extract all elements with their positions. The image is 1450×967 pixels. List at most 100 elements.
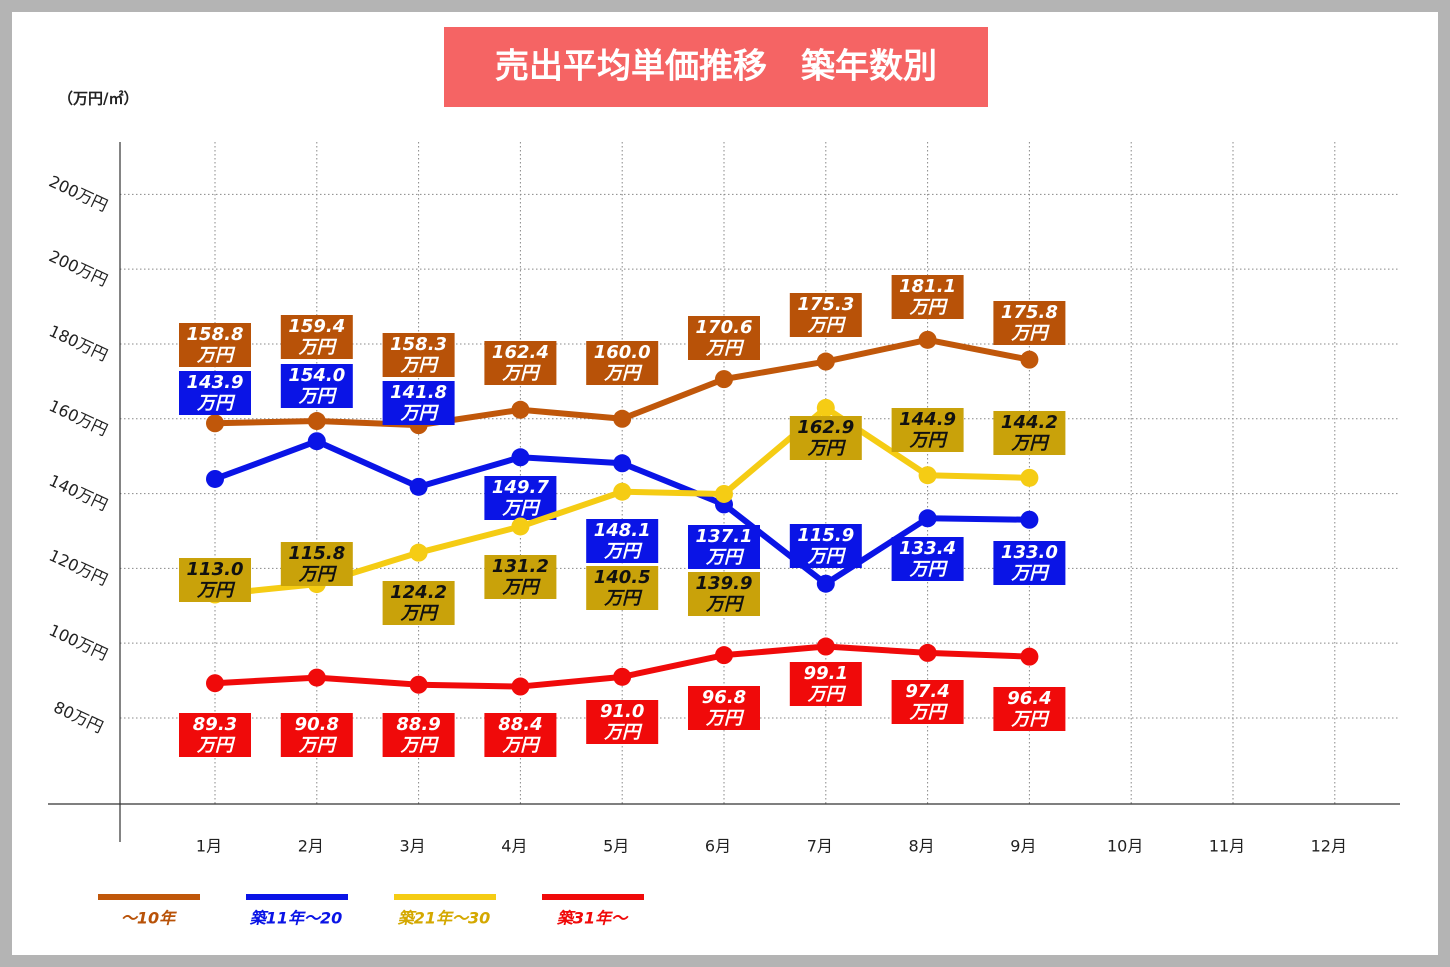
data-label: 90.8: [295, 714, 339, 735]
data-label: 115.9: [797, 525, 854, 546]
label-box: [789, 293, 862, 337]
data-point: [206, 674, 224, 693]
data-point: [1020, 350, 1039, 369]
chart-title: 売出平均単価推移 築年数別: [495, 47, 937, 87]
data-label-unit: 万円: [705, 547, 745, 568]
data-label: 97.4: [905, 681, 949, 702]
legend-label: ～10年: [121, 909, 177, 928]
data-label: 162.4: [492, 342, 549, 363]
label-box: [382, 381, 455, 425]
data-point: [1020, 468, 1039, 487]
legend-label: 築31年～: [557, 909, 629, 928]
data-label-unit: 万円: [1010, 323, 1050, 344]
label-box: [179, 323, 251, 367]
data-label: 148.1: [594, 520, 651, 541]
label-box: [891, 537, 964, 581]
data-label-unit: 万円: [400, 735, 440, 756]
data-label-unit: 万円: [603, 588, 643, 609]
data-label: 113.0: [187, 559, 244, 580]
data-label-unit: 万円: [501, 363, 541, 384]
data-label: 124.2: [390, 582, 447, 603]
data-label: 143.9: [187, 372, 244, 393]
data-label-unit: 万円: [603, 541, 643, 562]
data-label-unit: 万円: [807, 315, 847, 336]
label-box: [179, 558, 251, 602]
data-label: 89.3: [193, 714, 237, 735]
title-box: [444, 27, 988, 107]
data-label-unit: 万円: [400, 355, 440, 376]
data-label: 175.8: [1001, 302, 1058, 323]
panel: [12, 12, 1438, 955]
x-tick-label: 1月: [196, 837, 222, 856]
data-label: 137.1: [696, 526, 753, 547]
data-label-unit: 万円: [909, 559, 949, 580]
data-label: 133.4: [899, 538, 956, 559]
data-point: [816, 352, 835, 371]
data-label-unit: 万円: [603, 722, 643, 743]
label-box: [688, 316, 760, 360]
label-box: [382, 713, 455, 757]
x-tick-label: 2月: [298, 837, 324, 856]
data-label: 181.1: [899, 276, 956, 297]
data-label-unit: 万円: [705, 708, 745, 729]
label-box: [993, 411, 1066, 455]
data-label: 91.0: [600, 701, 644, 722]
label-box: [484, 476, 557, 520]
data-label: 170.6: [696, 317, 753, 338]
data-label-unit: 万円: [196, 580, 236, 601]
data-point: [715, 646, 733, 665]
data-label-unit: 万円: [501, 498, 541, 519]
data-point: [715, 370, 733, 389]
data-point: [613, 454, 632, 473]
label-box: [891, 275, 964, 319]
data-point: [409, 477, 428, 496]
data-label: 139.9: [696, 573, 753, 594]
data-label: 162.9: [797, 417, 854, 438]
data-label-unit: 万円: [1010, 433, 1050, 454]
legend-label: 築11年～20: [250, 909, 343, 928]
label-box: [688, 572, 760, 616]
data-point: [511, 400, 530, 419]
x-tick-label: 10月: [1107, 837, 1143, 856]
x-tick-label: 8月: [909, 837, 935, 856]
x-tick-label: 7月: [807, 837, 833, 856]
label-box: [688, 686, 760, 730]
x-tick-label: 6月: [705, 837, 731, 856]
data-label: 175.3: [797, 294, 854, 315]
label-box: [891, 680, 964, 724]
label-box: [586, 519, 659, 563]
x-tick-label: 12月: [1311, 837, 1347, 856]
label-box: [179, 713, 251, 757]
data-point: [613, 667, 632, 686]
data-label-unit: 万円: [196, 393, 236, 414]
data-point: [409, 543, 428, 562]
data-label: 99.1: [804, 663, 848, 684]
data-label-unit: 万円: [1010, 709, 1050, 730]
data-label: 140.5: [594, 567, 651, 588]
data-label-unit: 万円: [400, 603, 440, 624]
data-point: [206, 469, 224, 488]
data-point: [816, 574, 835, 593]
data-point: [307, 668, 326, 687]
data-point: [409, 675, 428, 694]
data-label-unit: 万円: [909, 430, 949, 451]
data-label-unit: 万円: [807, 438, 847, 459]
data-point: [307, 412, 326, 431]
label-box: [789, 416, 862, 460]
data-label: 144.9: [899, 409, 956, 430]
data-point: [613, 482, 632, 501]
data-label: 96.8: [702, 687, 746, 708]
data-point: [918, 643, 937, 662]
data-label: 141.8: [390, 382, 447, 403]
data-label-unit: 万円: [196, 735, 236, 756]
data-label-unit: 万円: [501, 577, 541, 598]
data-point: [206, 414, 224, 433]
data-label-unit: 万円: [705, 594, 745, 615]
data-label-unit: 万円: [705, 338, 745, 359]
data-point: [816, 398, 835, 417]
label-box: [280, 315, 353, 359]
label-box: [993, 541, 1066, 585]
label-box: [586, 341, 659, 385]
data-point: [307, 432, 326, 451]
